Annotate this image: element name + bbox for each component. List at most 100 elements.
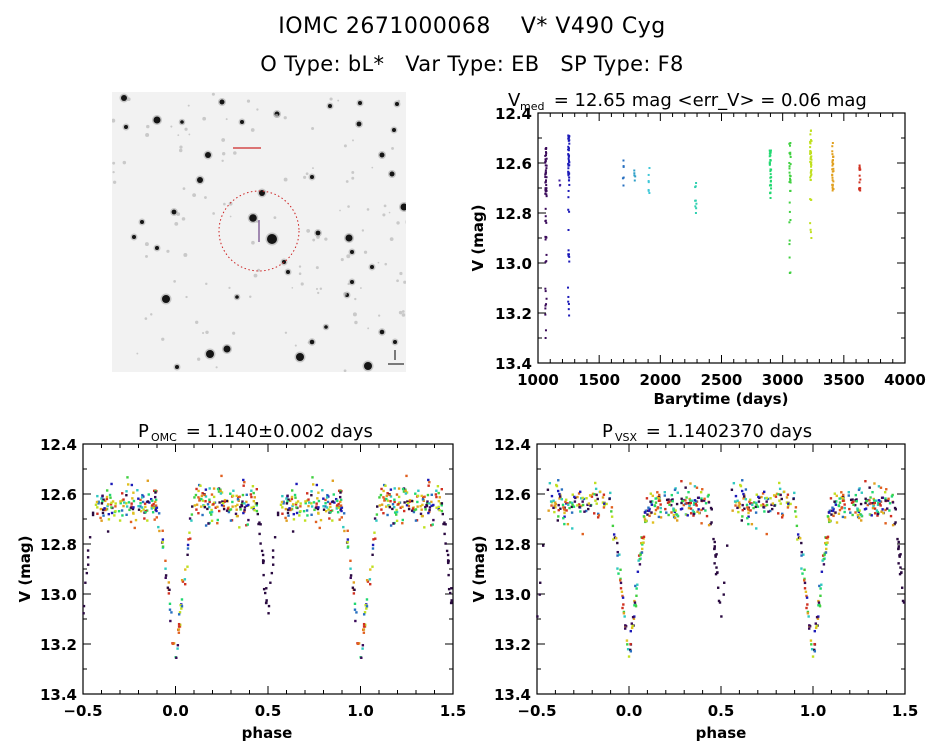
finder-faint-star — [195, 320, 199, 324]
data-point — [567, 162, 570, 165]
data-point — [667, 500, 671, 504]
data-point — [579, 497, 583, 500]
x-tick-label: 2500 — [701, 371, 743, 389]
data-point — [207, 522, 210, 525]
data-point — [362, 625, 366, 628]
data-point — [567, 249, 570, 252]
data-point — [548, 481, 552, 485]
data-point — [800, 554, 803, 557]
data-point — [858, 187, 861, 190]
data-point — [382, 489, 385, 493]
finder-star — [358, 101, 362, 105]
data-point — [269, 581, 272, 584]
data-point — [257, 522, 260, 526]
data-point — [267, 612, 270, 615]
finder-faint-star — [161, 337, 165, 341]
data-point — [800, 541, 803, 545]
data-point — [126, 476, 129, 479]
data-point — [602, 506, 606, 509]
data-point — [817, 601, 821, 604]
data-point — [617, 572, 620, 575]
data-point — [86, 556, 90, 559]
data-point — [899, 566, 902, 569]
data-point — [210, 513, 213, 516]
data-point — [789, 181, 792, 184]
finder-star — [197, 177, 203, 183]
data-point — [148, 501, 151, 504]
data-point — [389, 488, 393, 491]
data-point — [713, 545, 716, 548]
x-tick-label: −0.5 — [517, 702, 556, 720]
data-point — [123, 501, 126, 504]
phase-omc-xlabel: phase — [242, 724, 293, 742]
data-point — [772, 494, 776, 497]
data-point — [665, 498, 669, 502]
data-point — [544, 290, 547, 293]
finder-faint-star — [184, 127, 188, 131]
data-point — [876, 503, 880, 507]
data-point — [763, 497, 767, 500]
data-point — [402, 509, 406, 513]
data-point — [667, 513, 670, 517]
data-point — [258, 532, 261, 536]
data-point — [130, 502, 133, 505]
finder-star — [324, 325, 328, 329]
data-point — [276, 513, 280, 517]
finder-star — [132, 235, 136, 239]
data-point — [332, 493, 335, 496]
data-point — [710, 508, 713, 511]
data-point — [170, 611, 173, 614]
data-point — [440, 488, 443, 491]
data-point — [726, 544, 729, 547]
data-point — [896, 537, 899, 541]
data-point — [571, 493, 574, 496]
data-point — [152, 489, 156, 493]
data-point — [291, 504, 294, 508]
data-point — [797, 536, 801, 539]
finder-faint-star — [185, 295, 188, 299]
target-circle — [218, 190, 300, 272]
data-point — [648, 167, 651, 169]
data-point — [125, 505, 129, 508]
data-point — [880, 496, 884, 500]
finder-faint-star — [202, 116, 207, 121]
data-point — [388, 493, 391, 497]
data-point — [851, 513, 854, 517]
x-tick-label: 1000 — [517, 371, 559, 389]
data-point — [423, 526, 426, 529]
data-point — [311, 483, 315, 486]
data-point — [447, 587, 451, 591]
data-point — [96, 512, 99, 515]
data-point — [110, 501, 113, 505]
data-point — [856, 513, 860, 517]
data-point — [769, 151, 772, 154]
data-point — [650, 511, 653, 514]
x-tick-label: 0.0 — [616, 702, 643, 720]
data-point — [630, 622, 633, 625]
data-point — [544, 220, 547, 223]
data-point — [833, 500, 836, 503]
phase-vsx-ylabel: V (mag) — [470, 535, 488, 602]
data-point — [111, 500, 115, 503]
data-point — [567, 134, 570, 137]
data-point — [578, 505, 581, 509]
data-point — [755, 527, 758, 530]
data-point — [778, 499, 781, 502]
data-point — [622, 612, 626, 615]
data-point — [894, 508, 897, 511]
data-point — [147, 493, 150, 496]
data-point — [446, 553, 450, 557]
data-point — [155, 509, 158, 513]
data-point — [188, 531, 191, 534]
data-point — [647, 180, 650, 183]
data-point — [428, 506, 432, 509]
finder-faint-star — [294, 344, 297, 347]
data-point — [814, 626, 818, 630]
finder-faint-star — [145, 254, 148, 258]
finder-faint-star — [382, 213, 386, 217]
data-point — [151, 511, 155, 514]
data-point — [667, 498, 670, 501]
data-point — [648, 514, 651, 518]
data-point — [362, 613, 366, 616]
finder-faint-star — [176, 212, 181, 216]
